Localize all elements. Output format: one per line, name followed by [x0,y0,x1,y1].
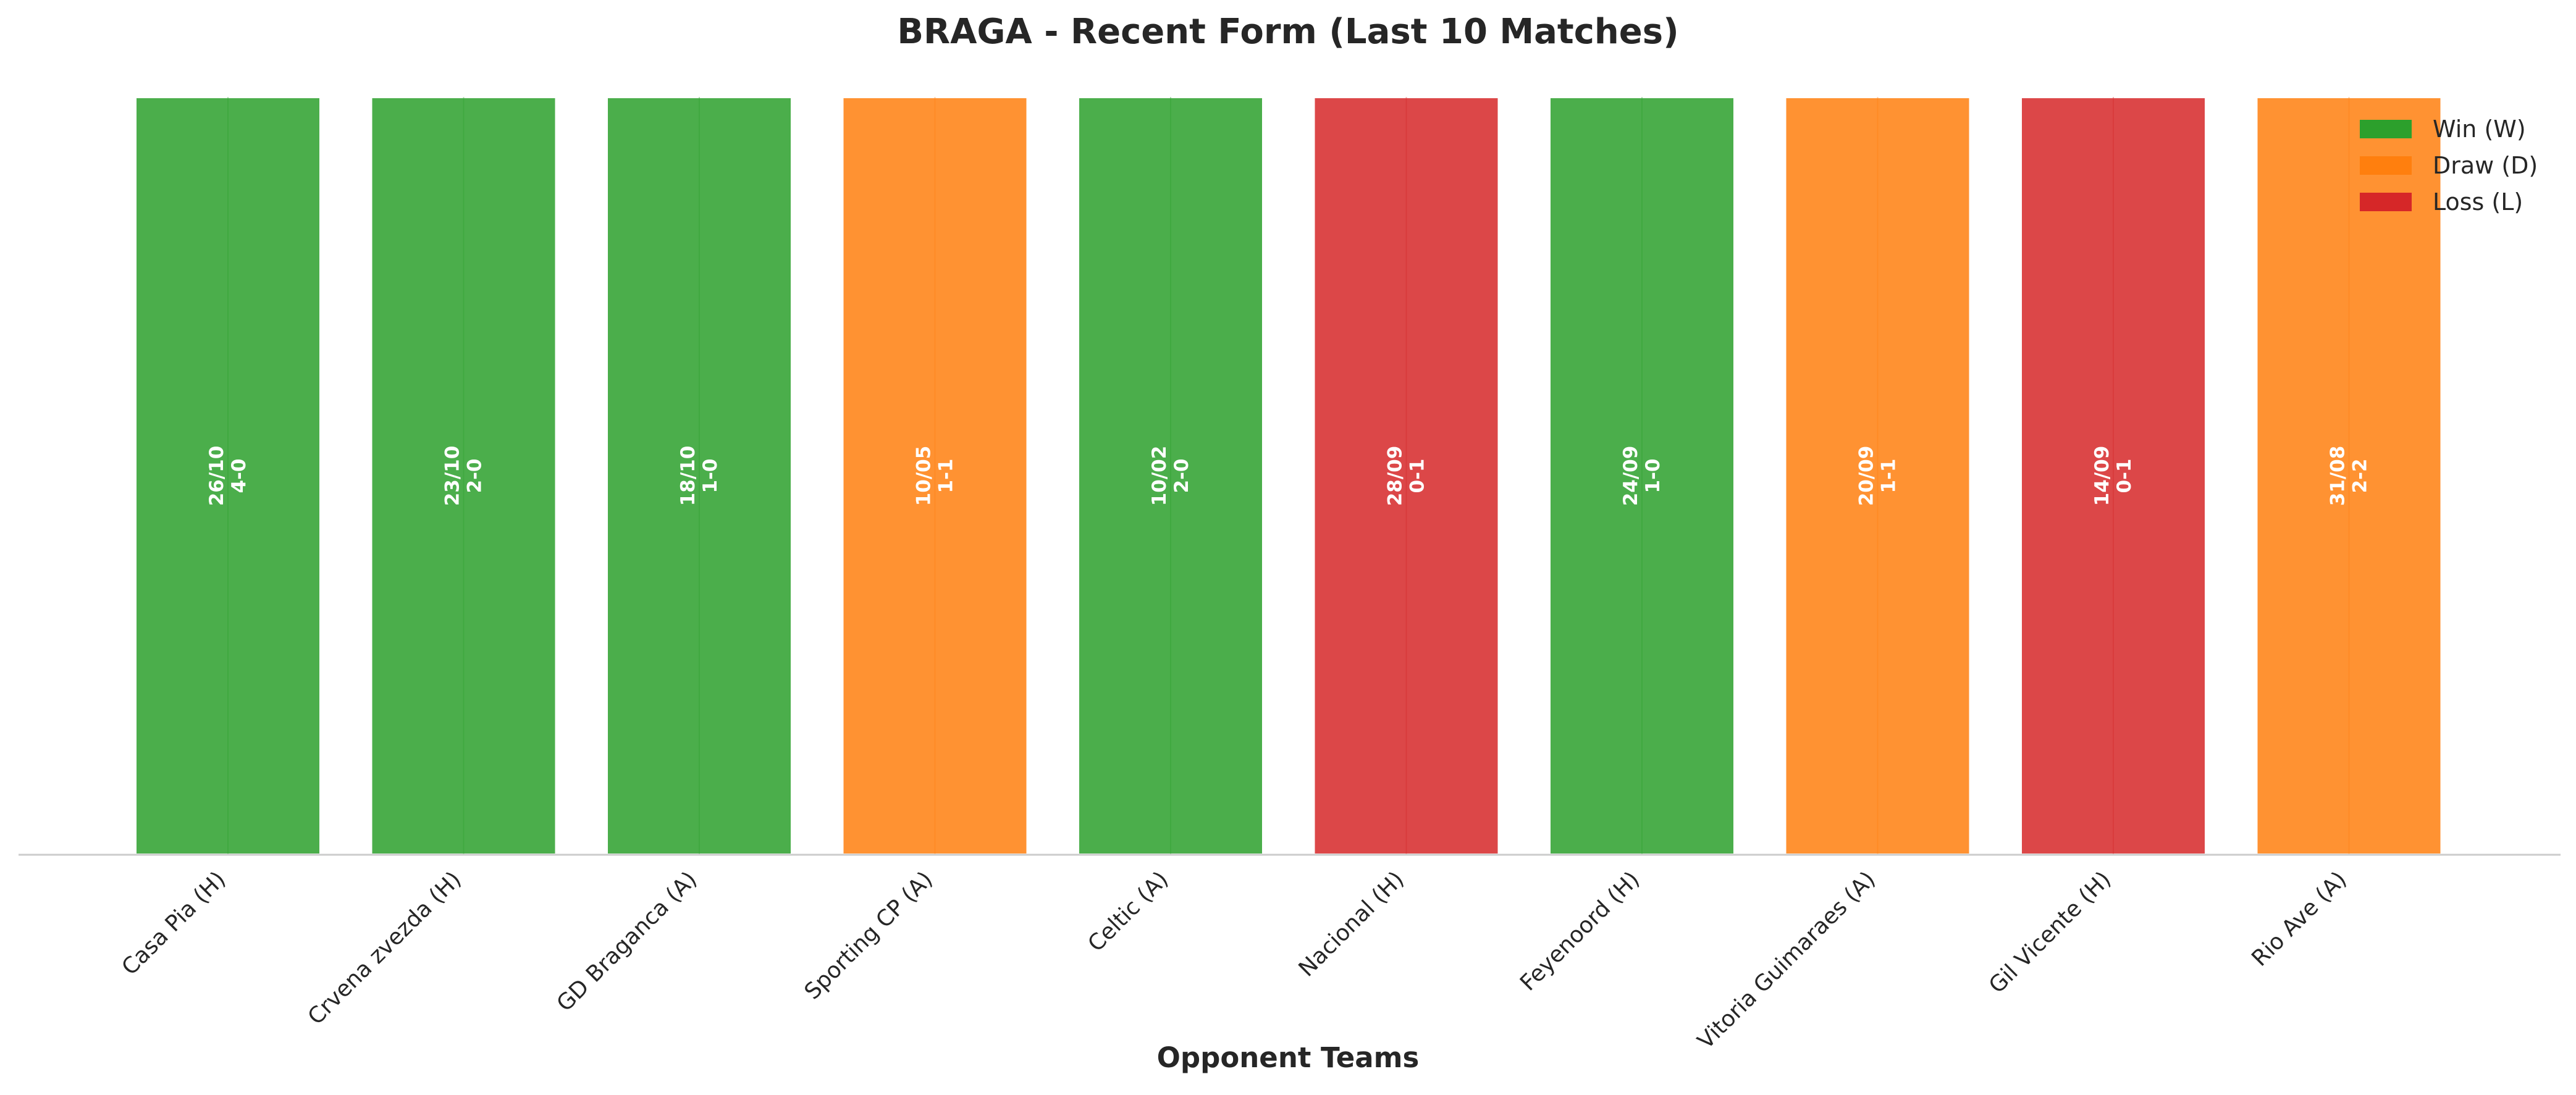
bar-score-6: 0-1 [1407,458,1429,493]
bar-score-7: 1-0 [1642,458,1664,493]
x-tick-label-1: Casa Pia (H) [117,866,230,980]
x-tick-label-7: Feyenoord (H) [1515,866,1644,996]
legend-swatch-l [2360,193,2412,211]
bar-6 [1312,96,1501,856]
x-tick-label-2: Crvena zvezda (H) [303,866,466,1030]
bar-score-9: 0-1 [2113,458,2136,493]
bar-label-2: 23/102-0 [442,446,486,506]
bar-label-1: 26/104-0 [206,446,250,506]
bar-label-10: 31/082-2 [2327,446,2372,506]
x-axis-label: Opponent Teams [1157,1041,1420,1074]
bar-date-8: 20/09 [1856,446,1878,506]
bar-score-1: 4-0 [228,458,250,493]
x-tick-label-3: GD Braganca (A) [552,866,702,1017]
bar-score-4: 1-1 [935,458,958,493]
bar-label-6: 28/090-1 [1384,446,1429,506]
bar-1 [134,96,322,856]
bar-3 [605,96,793,856]
legend-swatch-d [2360,156,2412,175]
bars-layer: 26/104-0 23/102-0 18/101-0 10/051-1 10/022-0… [134,96,2443,856]
bar-date-3: 18/10 [677,446,699,506]
bar-2 [369,96,558,856]
chart-title: BRAGA - Recent Form (Last 10 Matches) [897,12,1678,52]
bar-7 [1548,96,1736,856]
legend-label-w: Win (W) [2433,115,2526,143]
x-tick-label-4: Sporting CP (A) [800,866,938,1004]
x-tick-labels: Casa Pia (H) Crvena zvezda (H) GD Braganca… [117,866,2351,1054]
bar-date-9: 14/09 [2091,446,2113,506]
bar-4 [841,96,1029,856]
legend-swatch-w [2360,120,2412,138]
bar-label-5: 10/022-0 [1148,446,1193,506]
bar-label-8: 20/091-1 [1856,446,1900,506]
bar-score-3: 1-0 [699,458,722,493]
legend: Win (W) Draw (D) Loss (L) [2360,115,2538,216]
bar-10 [2255,96,2443,856]
bar-date-4: 10/05 [913,446,935,506]
bar-5 [1077,96,1265,856]
bar-score-5: 2-0 [1171,458,1193,493]
legend-label-l: Loss (L) [2433,188,2523,216]
bar-label-3: 18/101-0 [677,446,722,506]
bar-date-7: 24/09 [1620,446,1642,506]
bar-date-1: 26/10 [206,446,228,506]
x-tick-label-8: Vitoria Guimaraes (A) [1693,866,1880,1054]
bar-date-6: 28/09 [1384,446,1407,506]
bar-score-2: 2-0 [464,458,486,493]
x-tick-label-10: Rio Ave (A) [2247,866,2351,971]
bar-label-9: 14/090-1 [2091,446,2136,506]
bar-score-10: 2-2 [2349,458,2372,493]
legend-label-d: Draw (D) [2433,152,2538,179]
x-tick-label-9: Gil Vicente (H) [1984,866,2116,998]
bar-date-10: 31/08 [2327,446,2349,506]
bar-label-7: 24/091-0 [1620,446,1664,506]
x-tick-label-5: Celtic (A) [1083,866,1173,957]
bar-date-2: 23/10 [442,446,464,506]
bar-date-5: 10/02 [1148,446,1171,506]
x-tick-label-6: Nacional (H) [1294,866,1409,981]
bar-score-8: 1-1 [1878,458,1900,493]
bar-label-4: 10/051-1 [913,446,958,506]
